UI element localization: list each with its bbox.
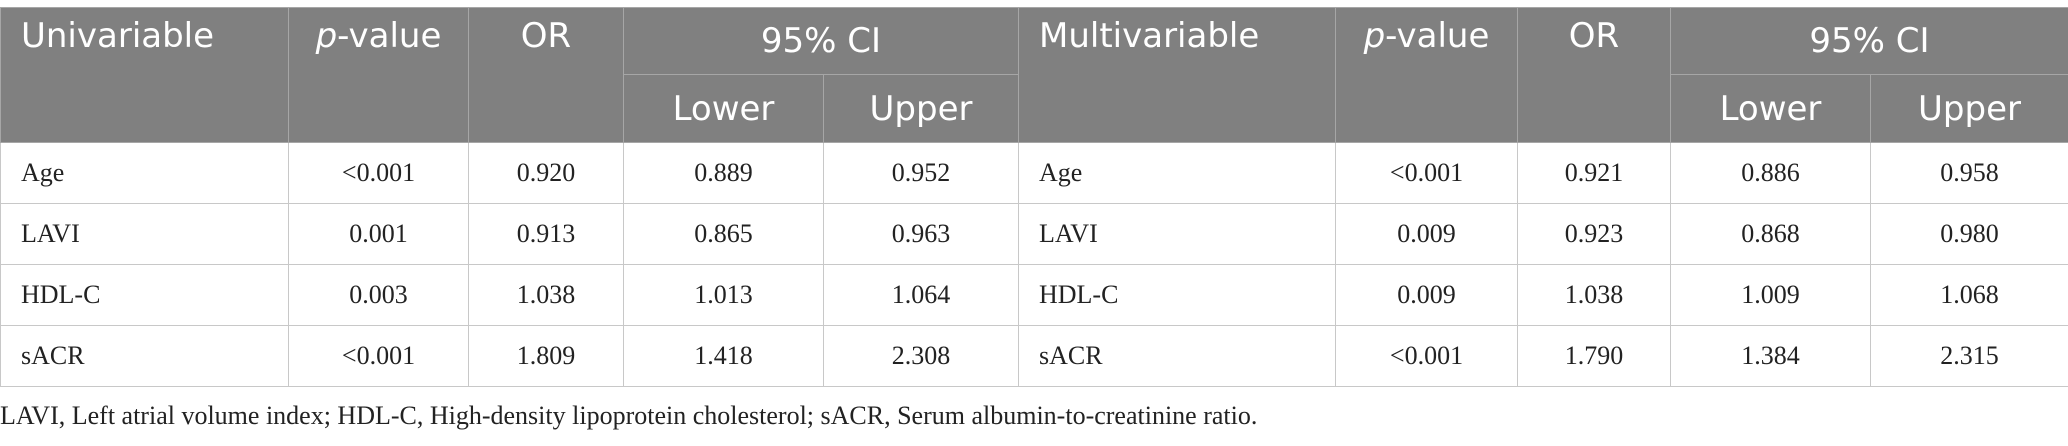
table-cell: 2.308 [824,326,1019,387]
table-cell: HDL-C [1,265,289,326]
header-cell: Upper [824,75,1019,143]
table-cell: <0.001 [289,326,469,387]
header-text: p-value [316,16,442,56]
table-cell: HDL-C [1019,265,1336,326]
header-cell: Multivariable [1019,8,1336,143]
table-cell: 0.889 [624,143,824,204]
table-cell: 0.009 [1336,265,1518,326]
table-cell: 2.315 [1871,326,2068,387]
page: Univariable p-value OR 95% CI Multivaria… [0,7,2068,446]
header-cell: p-value [289,8,469,143]
header-cell: Upper [1871,75,2068,143]
table-cell: <0.001 [1336,326,1518,387]
table-cell: 1.009 [1671,265,1871,326]
table-cell: 1.038 [1518,265,1671,326]
table-cell: <0.001 [1336,143,1518,204]
table-cell: 0.923 [1518,204,1671,265]
header-cell: 95% CI [1671,8,2068,75]
results-table: Univariable p-value OR 95% CI Multivaria… [0,7,2068,387]
table-cell: 0.920 [469,143,624,204]
header-cell: OR [1518,8,1671,143]
header-cell: OR [469,8,624,143]
table-cell: 1.038 [469,265,624,326]
header-cell: p-value [1336,8,1518,143]
table-cell: 1.790 [1518,326,1671,387]
table-cell: 0.958 [1871,143,2068,204]
table-cell: 0.009 [1336,204,1518,265]
table-cell: sACR [1019,326,1336,387]
header-cell: 95% CI [624,8,1019,75]
header-text: p-value [1364,16,1490,56]
table-cell: LAVI [1,204,289,265]
table-cell: 1.064 [824,265,1019,326]
header-cell: Lower [624,75,824,143]
table-cell: 0.886 [1671,143,1871,204]
table-cell: 1.013 [624,265,824,326]
table-cell: 1.384 [1671,326,1871,387]
footnote: LAVI, Left atrial volume index; HDL-C, H… [0,401,2068,431]
table-cell: 0.921 [1518,143,1671,204]
table-cell: 0.001 [289,204,469,265]
table-cell: 0.952 [824,143,1019,204]
table-cell: 0.980 [1871,204,2068,265]
table-cell: 0.913 [469,204,624,265]
table-cell: 1.418 [624,326,824,387]
table-cell: LAVI [1019,204,1336,265]
table-cell: sACR [1,326,289,387]
table-cell: 0.865 [624,204,824,265]
table-cell: <0.001 [289,143,469,204]
table-cell: 0.868 [1671,204,1871,265]
table-cell: 0.003 [289,265,469,326]
table-cell: 1.068 [1871,265,2068,326]
header-cell: Lower [1671,75,1871,143]
table-cell: 0.963 [824,204,1019,265]
header-cell: Univariable [1,8,289,143]
table-cell: 1.809 [469,326,624,387]
table-cell: Age [1019,143,1336,204]
table-cell: Age [1,143,289,204]
